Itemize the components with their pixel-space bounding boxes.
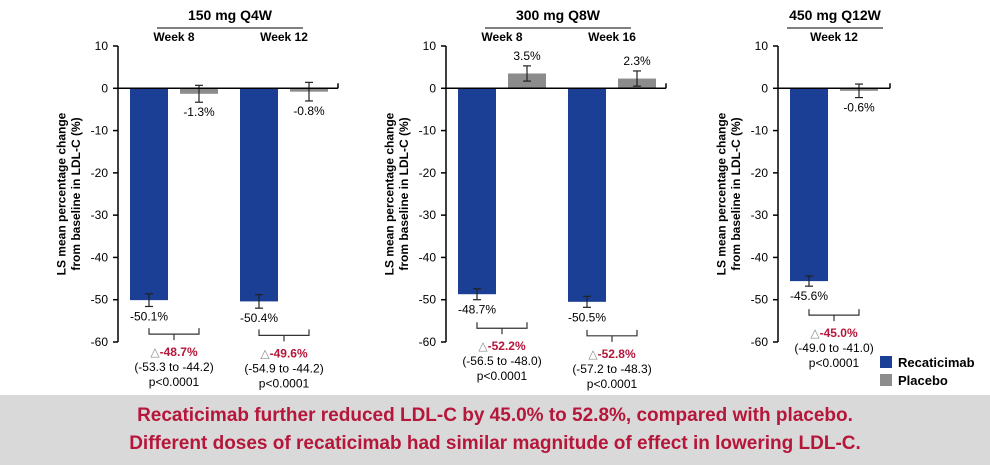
y-tick-label: -20 (751, 166, 769, 180)
y-tick-label: -60 (751, 335, 769, 349)
delta-label: △-49.6% (260, 346, 308, 360)
recaticimab-bar (458, 88, 496, 295)
delta-label: △-45.0% (810, 326, 858, 340)
y-axis-label: LS mean percentage changefrom baseline i… (383, 112, 411, 275)
y-tick-label: -40 (91, 250, 109, 264)
comparison-bracket (148, 328, 200, 341)
y-tick-label: 10 (95, 39, 109, 53)
recaticimab-bar (568, 88, 606, 302)
y-tick-label: -40 (751, 250, 769, 264)
p-value: p<0.0001 (809, 356, 860, 370)
y-tick-label: -10 (91, 124, 109, 138)
p-value: p<0.0001 (477, 369, 528, 383)
recaticimab-bar (240, 88, 278, 302)
panel-title: 150 mg Q4W (188, 7, 273, 23)
p-value: p<0.0001 (259, 376, 310, 390)
y-tick-label: -30 (91, 208, 109, 222)
y-tick-label: -10 (751, 124, 769, 138)
placebo-value-label: 3.5% (513, 49, 541, 63)
delta-label: △-48.7% (150, 345, 198, 359)
y-tick-label: 0 (101, 81, 108, 95)
y-tick-label: -30 (419, 208, 437, 222)
week-label: Week 8 (481, 30, 522, 44)
confidence-interval: (-54.9 to -44.2) (244, 361, 323, 375)
week-label: Week 12 (810, 30, 858, 44)
confidence-interval: (-53.3 to -44.2) (134, 360, 213, 374)
chart: 10 0 -10 -20 -30 -40 -50 -60 LS mean percentage … (55, 7, 975, 391)
delta-label: △-52.8% (588, 347, 636, 361)
legend-label-recaticimab: Recaticimab (898, 355, 975, 370)
comparison-bracket (258, 329, 310, 342)
confidence-interval: (-57.2 to -48.3) (572, 362, 651, 376)
y-tick-label: -20 (91, 166, 109, 180)
placebo-value-label: -1.3% (183, 105, 215, 119)
recaticimab-value-label: -48.7% (458, 303, 496, 317)
confidence-interval: (-49.0 to -41.0) (794, 341, 873, 355)
y-tick-label: 0 (761, 81, 768, 95)
y-tick-label: -20 (419, 166, 437, 180)
recaticimab-bar (790, 88, 828, 282)
week-label: Week 16 (588, 30, 636, 44)
panel-title: 300 mg Q8W (516, 7, 601, 23)
y-tick-label: -60 (419, 335, 437, 349)
y-tick-label: 0 (429, 81, 436, 95)
y-tick-label: -40 (419, 250, 437, 264)
p-value: p<0.0001 (149, 375, 200, 389)
legend-swatch-placebo (880, 374, 892, 386)
y-axis-label: LS mean percentage changefrom baseline i… (715, 112, 743, 275)
placebo-value-label: -0.8% (293, 104, 325, 118)
comparison-bracket (476, 322, 528, 335)
y-tick-label: -60 (91, 335, 109, 349)
conclusion-banner: Recaticimab further reduced LDL-C by 45.… (0, 395, 990, 465)
placebo-value-label: -0.6% (843, 101, 875, 115)
y-tick-label: -30 (751, 208, 769, 222)
y-tick-label: -10 (419, 124, 437, 138)
week-label: Week 8 (153, 30, 194, 44)
y-tick-label: -50 (91, 293, 109, 307)
panel-title: 450 mg Q12W (789, 7, 882, 23)
week-label: Week 12 (260, 30, 308, 44)
y-axis-label: LS mean percentage changefrom baseline i… (55, 112, 83, 275)
recaticimab-value-label: -50.1% (130, 309, 168, 323)
recaticimab-bar (130, 88, 168, 301)
comparison-bracket (808, 309, 860, 322)
y-tick-label: -50 (419, 293, 437, 307)
conclusion-line-2: Different doses of recaticimab had simil… (129, 433, 861, 454)
placebo-value-label: 2.3% (623, 54, 651, 68)
p-value: p<0.0001 (587, 377, 638, 391)
recaticimab-value-label: -50.4% (240, 311, 278, 325)
recaticimab-value-label: -45.6% (790, 289, 828, 303)
y-tick-label: -50 (751, 293, 769, 307)
legend-label-placebo: Placebo (898, 373, 948, 388)
y-tick-label: 10 (755, 39, 769, 53)
legend-swatch-recaticimab (880, 356, 892, 368)
comparison-bracket (586, 329, 638, 342)
recaticimab-value-label: -50.5% (568, 310, 606, 324)
conclusion-line-1: Recaticimab further reduced LDL-C by 45.… (137, 405, 853, 426)
confidence-interval: (-56.5 to -48.0) (462, 354, 541, 368)
delta-label: △-52.2% (478, 339, 526, 353)
y-tick-label: 10 (423, 39, 437, 53)
